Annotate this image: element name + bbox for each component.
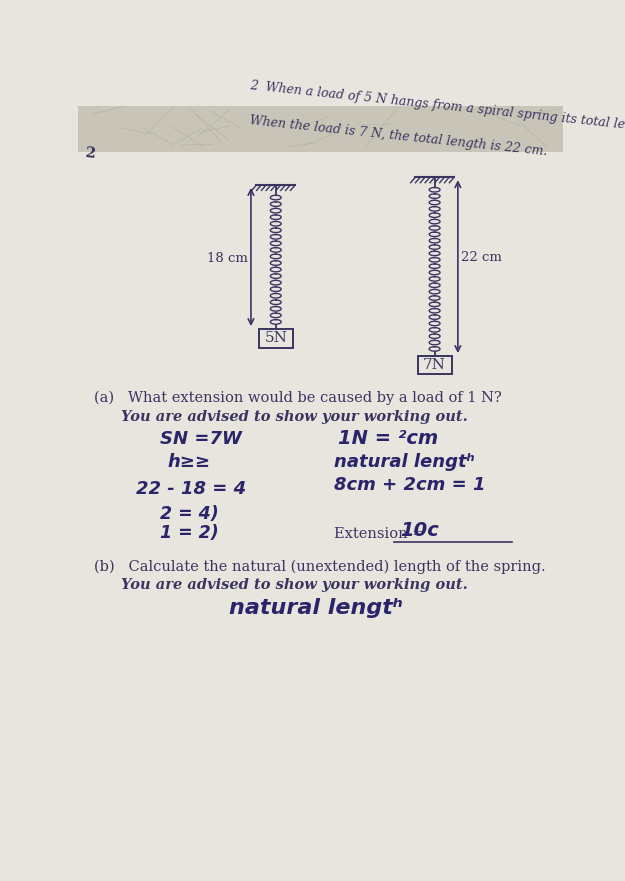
Text: 18 cm: 18 cm: [207, 253, 248, 265]
Text: 10c: 10c: [400, 522, 439, 540]
Text: 2  When a load of 5 N hangs from a spiral spring its total length is 18 cm.: 2 When a load of 5 N hangs from a spiral…: [249, 79, 625, 141]
Text: (b)   Calculate the natural (unextended) length of the spring.: (b) Calculate the natural (unextended) l…: [94, 559, 545, 574]
Text: 22 cm: 22 cm: [461, 250, 502, 263]
Text: 22 - 18 = 4: 22 - 18 = 4: [136, 480, 246, 498]
Text: 1 = 2): 1 = 2): [159, 523, 218, 542]
Text: Extension =: Extension =: [334, 527, 429, 541]
Text: You are advised to show your working out.: You are advised to show your working out…: [121, 410, 467, 424]
Text: 1N = ²cm: 1N = ²cm: [338, 429, 438, 448]
Text: SN =7W: SN =7W: [159, 430, 241, 448]
Text: 7N: 7N: [423, 359, 446, 372]
Text: natural lengtʰ: natural lengtʰ: [229, 598, 403, 618]
FancyBboxPatch shape: [418, 356, 452, 374]
FancyBboxPatch shape: [78, 106, 562, 152]
Text: h≥≥: h≥≥: [168, 453, 211, 470]
Text: You are advised to show your working out.: You are advised to show your working out…: [121, 578, 467, 592]
Text: (a)   What extension would be caused by a load of 1 N?: (a) What extension would be caused by a …: [94, 391, 501, 405]
FancyBboxPatch shape: [259, 329, 292, 347]
Text: natural lengtʰ: natural lengtʰ: [334, 453, 475, 470]
Text: 5N: 5N: [264, 331, 288, 345]
Text: 2 = 4): 2 = 4): [159, 505, 218, 523]
Text: When the load is 7 N, the total length is 22 cm.: When the load is 7 N, the total length i…: [249, 114, 548, 158]
Text: 8cm + 2cm = 1: 8cm + 2cm = 1: [334, 476, 486, 494]
Text: 2: 2: [84, 146, 96, 161]
